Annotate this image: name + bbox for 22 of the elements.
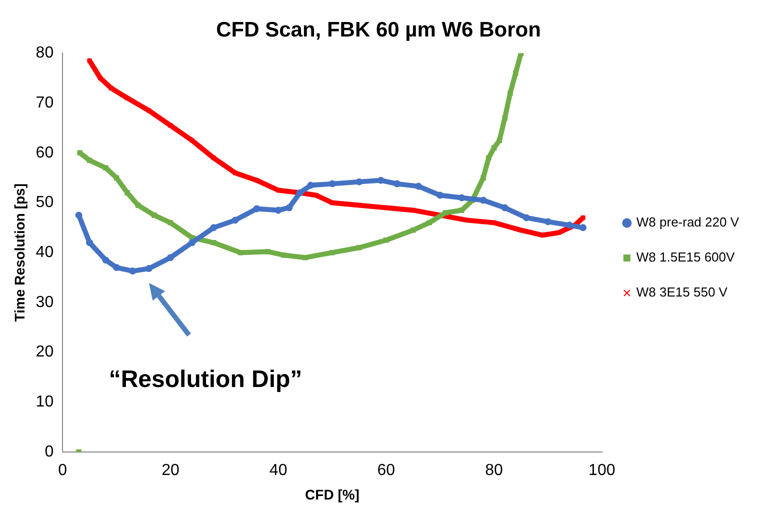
legend-label: W8 3E15 550 V	[636, 284, 728, 300]
legend-label: W8 pre-rad 220 V	[636, 214, 740, 230]
y-tick-label: 80	[36, 44, 54, 62]
x-tick-label: 100	[588, 462, 616, 480]
x-tick-label: 20	[162, 462, 180, 480]
legend-label: W8 1.5E15 600V	[636, 250, 736, 265]
x-axis-title: CFD [%]	[305, 486, 360, 502]
y-tick-label: 10	[36, 394, 54, 411]
x-tick-label: 60	[377, 462, 396, 480]
x-tick-label: 80	[485, 462, 504, 480]
y-tick-label: 60	[36, 144, 54, 162]
y-tick-label: 30	[36, 294, 54, 311]
annotation: “Resolution Dip”	[108, 366, 302, 393]
y-tick-label: 40	[36, 244, 54, 262]
y-tick-label: 50	[36, 194, 54, 212]
y-tick-label: 20	[36, 344, 54, 361]
x-tick-label: 0	[58, 462, 68, 480]
y-axis-title: Time Resolution [ps]	[11, 184, 28, 322]
y-tick-label: 70	[36, 94, 54, 112]
y-tick-label: 0	[44, 443, 54, 460]
chart-title: CFD Scan, FBK 60 µm W6 Boron	[216, 18, 541, 42]
x-tick-label: 40	[269, 462, 288, 480]
